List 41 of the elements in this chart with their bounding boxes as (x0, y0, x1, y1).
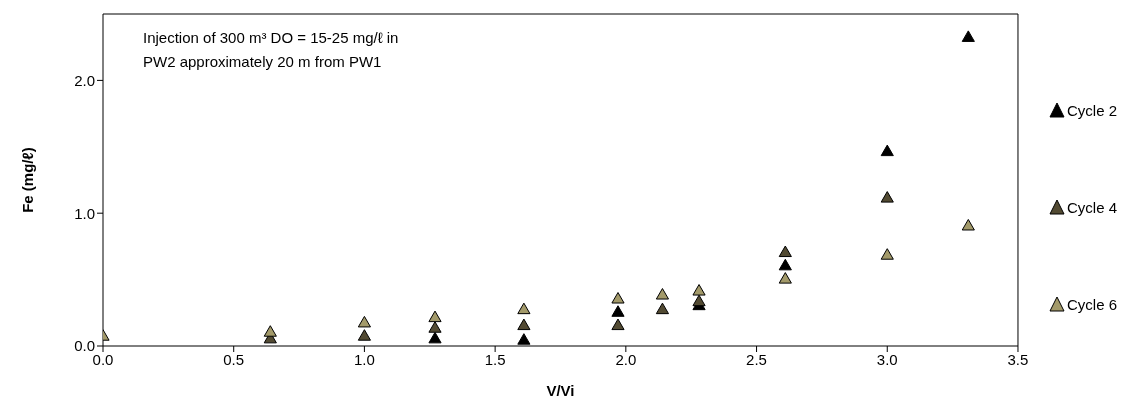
x-tick-label: 2.0 (615, 350, 637, 368)
point (778, 245, 792, 258)
point (611, 318, 625, 331)
y-tick-label: 1.0 (74, 204, 95, 222)
point (880, 144, 894, 157)
legend-label: Cycle 4 (1066, 198, 1117, 216)
y-axis-title: Fe (mg/ℓ) (19, 147, 37, 213)
point (428, 321, 442, 333)
x-tick-label: 1.0 (353, 350, 375, 368)
point (357, 315, 371, 328)
point (517, 302, 531, 315)
point (655, 302, 670, 315)
point (778, 258, 792, 271)
x-tick-label: 1.5 (484, 350, 506, 368)
x-tick-label: 3.5 (1007, 350, 1029, 368)
point (692, 294, 706, 307)
point (428, 331, 442, 344)
point (961, 218, 975, 231)
point (778, 272, 792, 284)
x-tick-label: 2.5 (746, 350, 767, 368)
point (611, 305, 625, 317)
y-tick-label: 0.0 (74, 337, 95, 355)
point (692, 284, 706, 296)
point (655, 288, 670, 300)
x-tick-label: 0.0 (92, 350, 114, 368)
point (611, 292, 625, 304)
point (517, 318, 531, 331)
x-tick-label: 3.0 (876, 350, 898, 368)
legend-label: Cycle 6 (1066, 295, 1117, 313)
point (961, 30, 975, 42)
point (263, 325, 277, 337)
annotation: Injection of 300 m³ DO = 15-25 mg/ℓ in PW2 approximately 20 m from PW1 (143, 28, 399, 72)
point (428, 310, 442, 323)
point (517, 333, 531, 345)
point (880, 191, 894, 203)
point (357, 329, 371, 341)
x-axis-title: V/Vi (546, 382, 575, 399)
x-tick-label: 0.5 (223, 350, 245, 368)
point (880, 248, 894, 260)
legend-label: Cycle 2 (1066, 101, 1117, 119)
y-tick-label: 2.0 (74, 71, 95, 89)
